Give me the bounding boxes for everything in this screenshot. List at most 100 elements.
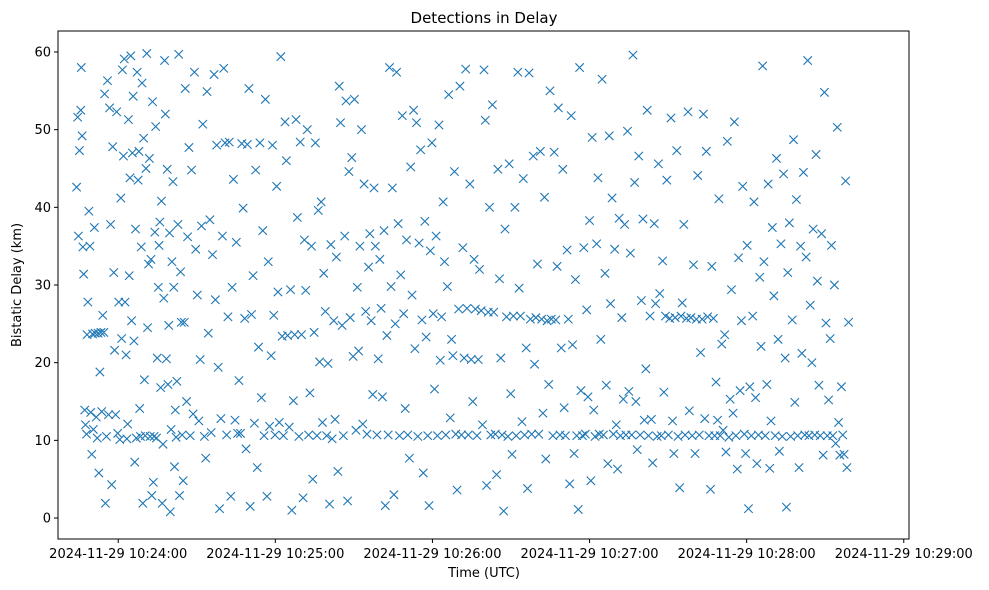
data-point [611,420,621,430]
y-tick-label: 50 [34,123,51,138]
data-point [824,395,834,405]
data-point [338,431,349,441]
data-point [826,240,837,250]
data-point [570,274,580,285]
data-point [524,68,534,78]
data-point [358,419,368,429]
data-point [242,139,252,149]
data-point [299,235,309,245]
data-point [153,282,163,292]
data-point [238,203,248,213]
data-point [80,420,91,430]
data-point [149,431,159,442]
data-point [327,434,337,444]
data-point [745,382,755,392]
data-point [532,259,543,269]
data-point [767,222,777,233]
data-point [466,354,476,365]
data-point [81,429,92,439]
data-point [270,430,280,440]
data-point [158,439,168,449]
data-point [251,165,261,175]
data-point [228,174,239,184]
data-point [310,138,320,148]
data-point [529,359,540,369]
data-point [690,448,700,459]
data-point [735,386,745,396]
data-point [693,170,703,181]
data-point [663,430,673,440]
data-point [167,257,177,267]
data-point [598,430,609,440]
data-point [287,505,297,515]
data-point [583,392,593,402]
data-point [418,468,428,478]
data-point [150,227,160,237]
data-point [771,153,782,163]
data-point [617,313,627,323]
data-point [842,462,852,473]
data-point [493,164,503,174]
data-point [756,341,766,351]
data-point [97,407,107,417]
data-point [507,449,517,459]
data-point [413,431,423,442]
data-point [95,367,105,377]
data-point [721,447,731,457]
data-point [403,430,413,440]
data-point [111,410,121,420]
data-point [582,305,592,315]
data-point [174,490,185,501]
data-point [833,417,844,428]
data-point [470,304,480,314]
data-point [205,215,215,225]
data-point [305,388,315,398]
data-point [489,307,499,317]
data-point [686,313,696,323]
data-point [538,408,548,418]
data-point [769,291,779,301]
data-point [414,238,424,248]
data-point [528,151,538,161]
data-point [165,507,175,517]
data-point [135,403,145,414]
x-axis-label: Time (UTC) [447,566,520,581]
data-point [749,197,759,207]
data-point [463,430,473,440]
data-point [302,125,312,135]
data-point [679,219,689,230]
data-point [812,276,822,286]
data-point [658,256,668,266]
data-point [631,396,641,407]
data-point [178,476,188,486]
data-point [525,314,535,324]
data-point [593,173,603,183]
data-point [198,119,208,129]
data-point [306,241,317,251]
data-point [171,432,181,442]
data-point [560,431,571,441]
data-point [380,501,390,511]
data-point [448,351,458,361]
data-point [612,464,623,474]
x-tick-label: 2024-11-29 10:25:00 [206,547,344,562]
points-layer [72,48,854,517]
data-point [280,117,290,127]
data-point [513,67,523,77]
data-point [492,469,502,480]
data-point [400,403,410,414]
data-point [223,312,233,322]
data-point [739,429,749,439]
data-point [130,224,141,234]
data-point [146,254,156,264]
data-point [224,137,234,147]
data-point [330,414,340,424]
data-point [129,336,139,346]
data-point [124,271,134,281]
data-point [558,164,568,174]
data-point [431,231,441,241]
data-point [151,121,161,132]
data-point [500,224,510,234]
data-point [417,315,427,325]
data-point [428,309,438,319]
